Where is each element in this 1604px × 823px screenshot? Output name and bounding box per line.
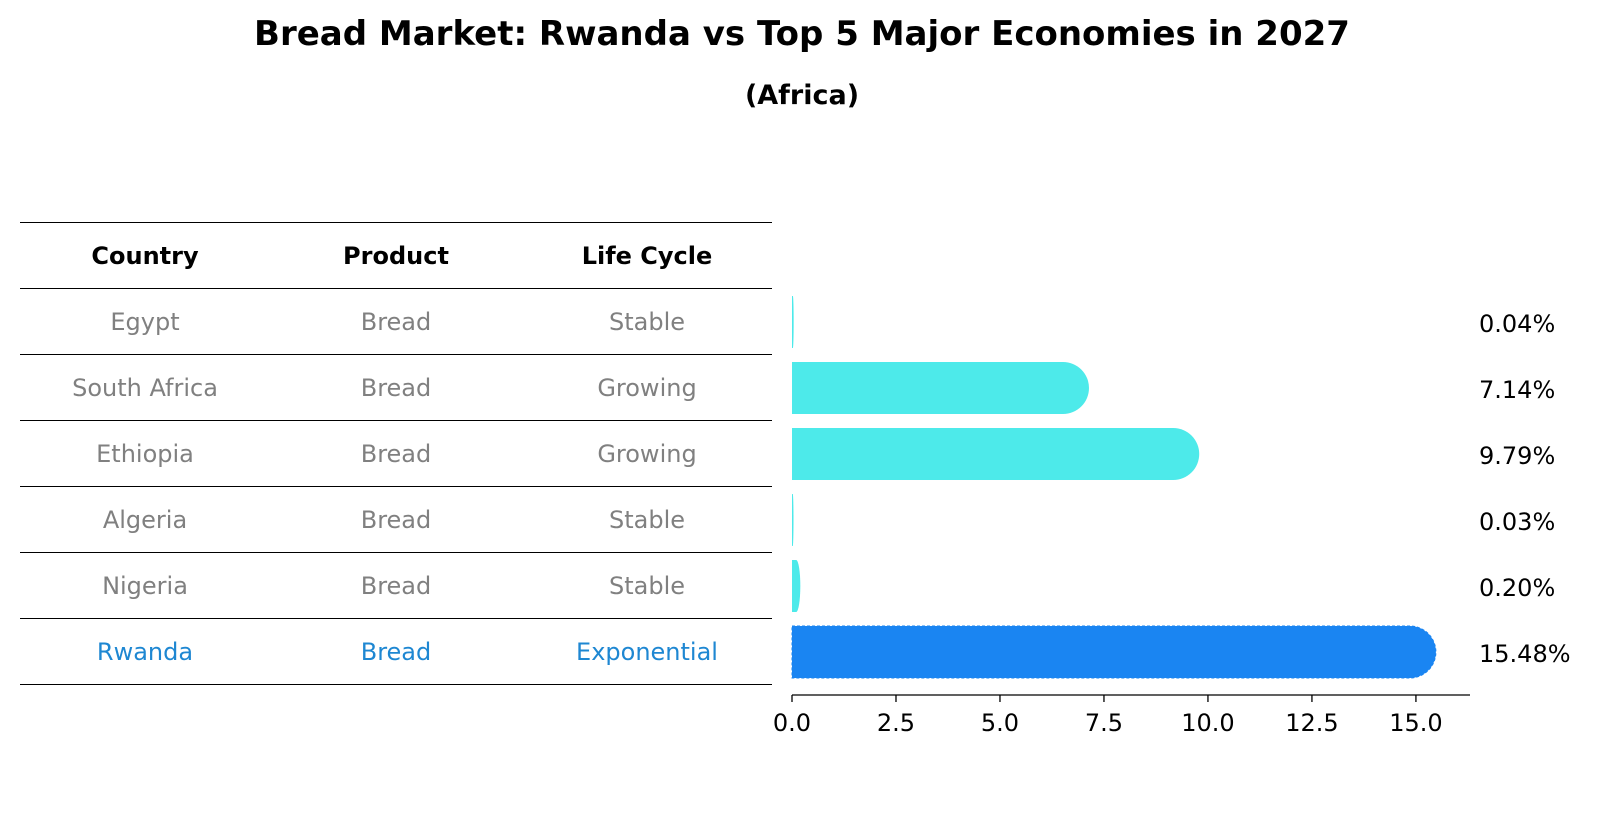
table-row: Ethiopia Bread Growing	[20, 420, 772, 486]
cell-product: Bread	[360, 638, 432, 666]
bar-egypt	[792, 296, 794, 348]
x-tick-label: 0.0	[773, 709, 811, 737]
cell-country: Nigeria	[102, 572, 188, 600]
bar-algeria	[792, 494, 794, 546]
x-tick-label: 12.5	[1285, 709, 1338, 737]
header-product: Product	[343, 242, 449, 270]
x-tick-label: 7.5	[1085, 709, 1123, 737]
x-tick-label: 15.0	[1389, 709, 1442, 737]
cell-country: Algeria	[102, 506, 188, 534]
cell-product: Bread	[360, 440, 432, 468]
bar-value-label: 0.20%	[1479, 574, 1555, 602]
x-tick-label: 5.0	[981, 709, 1019, 737]
bar-nigeria	[792, 560, 801, 612]
bar-south-africa	[792, 362, 1089, 414]
cell-life-cycle: Stable	[608, 506, 686, 534]
chart-subtitle: (Africa)	[744, 80, 860, 111]
header-country: Country	[91, 242, 199, 270]
x-tick-label: 10.0	[1181, 709, 1234, 737]
table-row: Algeria Bread Stable	[20, 486, 772, 552]
table-row: South Africa Bread Growing	[20, 354, 772, 420]
cell-life-cycle: Exponential	[576, 638, 718, 666]
cell-country: Egypt	[110, 308, 180, 336]
x-tick-label: 2.5	[877, 709, 915, 737]
cell-product: Bread	[360, 374, 432, 402]
cell-product: Bread	[360, 308, 432, 336]
bar-value-label: 7.14%	[1479, 376, 1555, 404]
cell-life-cycle: Growing	[597, 374, 697, 402]
bar-value-label: 0.03%	[1479, 508, 1555, 536]
table-row-highlight: Rwanda Bread Exponential	[20, 618, 772, 685]
bar-rwanda	[791, 625, 1437, 679]
table-header-row: Country Product Life Cycle	[20, 222, 772, 288]
header-life-cycle: Life Cycle	[581, 242, 713, 270]
table-row: Nigeria Bread Stable	[20, 552, 772, 618]
cell-country: Rwanda	[96, 638, 194, 666]
data-table: Country Product Life Cycle Egypt Bread S…	[20, 222, 772, 685]
cell-product: Bread	[360, 572, 432, 600]
cell-life-cycle: Growing	[597, 440, 697, 468]
cell-life-cycle: Stable	[608, 572, 686, 600]
cell-country: South Africa	[72, 374, 218, 402]
bar-value-label: 15.48%	[1479, 640, 1571, 668]
chart-title: Bread Market: Rwanda vs Top 5 Major Econ…	[254, 14, 1350, 54]
bar-value-label: 9.79%	[1479, 442, 1555, 470]
cell-life-cycle: Stable	[608, 308, 686, 336]
cell-product: Bread	[360, 506, 432, 534]
table-row: Egypt Bread Stable	[20, 288, 772, 354]
bar-ethiopia	[792, 428, 1200, 480]
cell-country: Ethiopia	[96, 440, 194, 468]
bar-value-label: 0.04%	[1479, 310, 1555, 338]
